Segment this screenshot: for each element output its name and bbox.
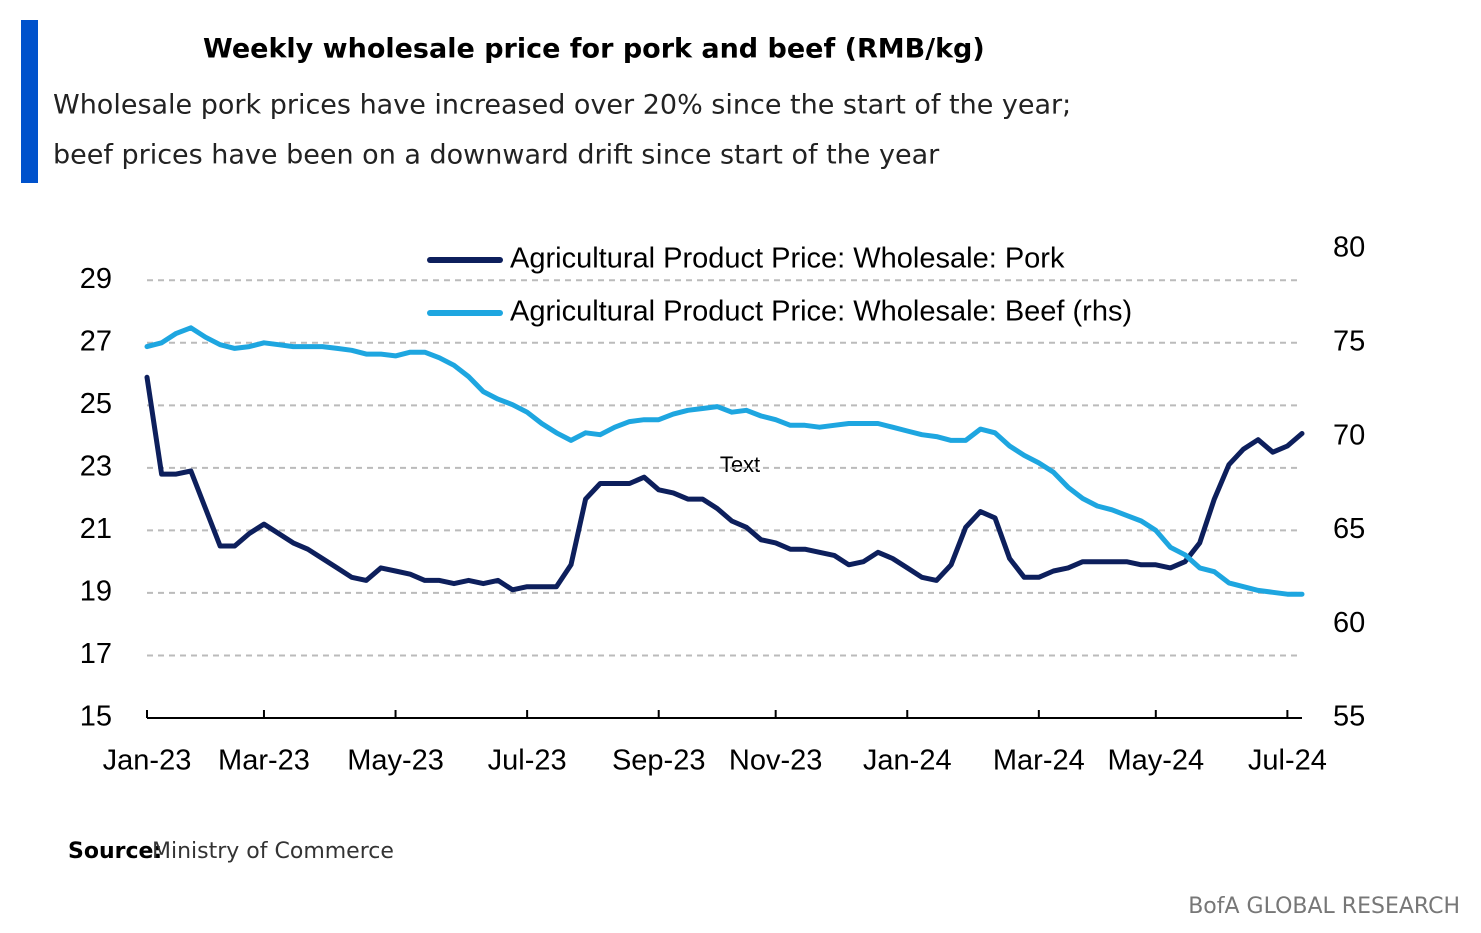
- y-tick-label: 23: [80, 451, 112, 483]
- x-tick-label: Nov-23: [729, 745, 823, 777]
- legend-label: Agricultural Product Price: Wholesale: B…: [510, 296, 1132, 328]
- y-tick-label: 19: [80, 576, 112, 608]
- x-tick-label: Jan-24: [863, 745, 952, 777]
- y2-tick-label: 60: [1333, 607, 1365, 639]
- y-tick-label: 29: [80, 263, 112, 295]
- x-tick-label: Mar-23: [218, 745, 310, 777]
- y2-tick-label: 75: [1333, 325, 1365, 357]
- subtitle: Wholesale pork prices have increased ove…: [53, 90, 1071, 121]
- x-tick-label: May-23: [347, 745, 444, 777]
- x-tick-label: Mar-24: [993, 745, 1085, 777]
- y2-tick-label: 80: [1333, 232, 1365, 264]
- subtitle: beef prices have been on a downward drif…: [53, 140, 940, 171]
- y2-tick-label: 55: [1333, 701, 1365, 733]
- y-tick-label: 25: [80, 388, 112, 420]
- y-tick-label: 21: [80, 513, 112, 545]
- footer: BofA GLOBAL RESEARCH: [1188, 894, 1460, 919]
- y2-tick-label: 70: [1333, 419, 1365, 451]
- x-tick-label: Jan-23: [103, 745, 192, 777]
- series-line: [144, 374, 1305, 593]
- source-label: Source:: [68, 839, 162, 864]
- series-line: [144, 325, 1305, 597]
- y-tick-label: 15: [80, 701, 112, 733]
- y2-tick-label: 65: [1333, 513, 1365, 545]
- source: Ministry of Commerce: [152, 839, 394, 864]
- chart-title: Weekly wholesale price for pork and beef…: [203, 34, 985, 65]
- y-tick-label: 27: [80, 325, 112, 357]
- y-tick-label: 17: [80, 638, 112, 670]
- legend-label: Agricultural Product Price: Wholesale: P…: [510, 243, 1065, 275]
- x-tick-label: Jul-23: [488, 745, 567, 777]
- x-tick-label: Sep-23: [612, 745, 706, 777]
- x-tick-label: Jul-24: [1248, 745, 1327, 777]
- accent-bar: [21, 20, 38, 183]
- annotation: Text: [720, 452, 760, 477]
- x-tick-label: May-24: [1107, 745, 1204, 777]
